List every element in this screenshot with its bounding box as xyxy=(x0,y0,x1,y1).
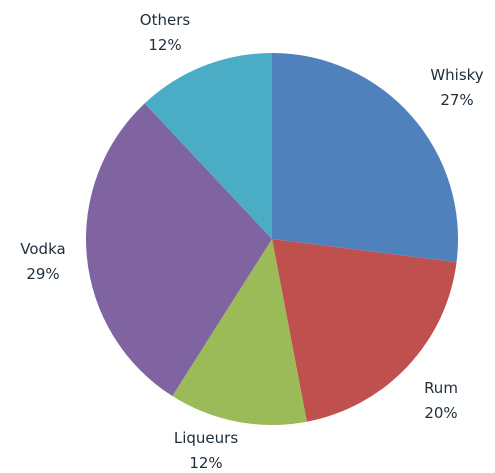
slice-label-rum: Rum xyxy=(424,379,458,397)
pie-slice-whisky xyxy=(272,53,458,263)
slice-percent-others: 12% xyxy=(148,36,181,54)
pie-data-labels: Whisky 27% Rum 20% Liqueurs 12% Vodka 29% Others… xyxy=(20,11,484,472)
pie-slice-vodka xyxy=(86,103,273,397)
pie-slice-rum xyxy=(272,239,457,422)
pie-slice-liqueurs xyxy=(172,239,307,425)
slice-percent-liqueurs: 12% xyxy=(189,454,222,472)
slice-label-others: Others xyxy=(140,11,191,29)
slice-label-liqueurs: Liqueurs xyxy=(174,429,238,447)
slice-percent-whisky: 27% xyxy=(440,91,473,109)
slice-label-whisky: Whisky xyxy=(430,66,483,84)
slice-label-vodka: Vodka xyxy=(20,240,65,258)
pie-slices xyxy=(86,52,458,425)
pie-slice-others xyxy=(144,52,272,239)
slice-percent-vodka: 29% xyxy=(26,265,59,283)
slice-percent-rum: 20% xyxy=(424,404,457,422)
